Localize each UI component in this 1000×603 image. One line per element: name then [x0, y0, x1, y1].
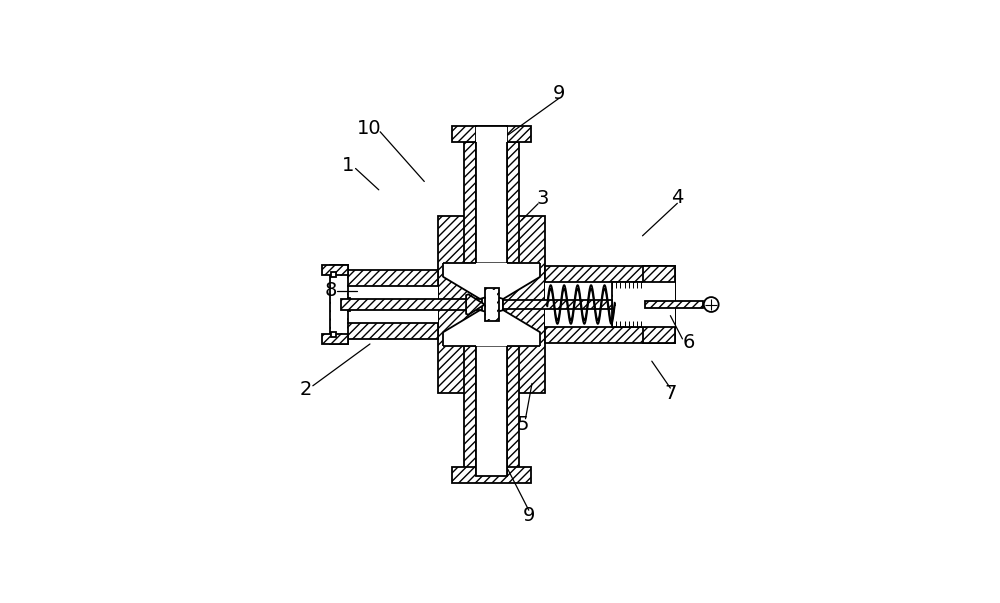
Text: 1: 1: [341, 156, 354, 175]
Bar: [452, 126, 531, 142]
Bar: [452, 467, 531, 483]
Polygon shape: [443, 263, 540, 346]
Bar: [545, 267, 675, 343]
Bar: [643, 267, 675, 343]
Text: 10: 10: [357, 119, 382, 137]
Bar: [330, 265, 348, 344]
Text: 9: 9: [553, 84, 565, 103]
Bar: [612, 282, 645, 327]
Bar: [331, 272, 336, 277]
Bar: [545, 282, 675, 327]
Bar: [485, 288, 499, 321]
Bar: [476, 347, 507, 475]
Polygon shape: [466, 294, 485, 315]
Text: 9: 9: [523, 507, 535, 525]
Bar: [438, 216, 545, 393]
Bar: [341, 299, 482, 310]
Bar: [464, 346, 519, 476]
Bar: [338, 297, 350, 312]
Bar: [331, 332, 336, 337]
Bar: [345, 270, 438, 339]
Bar: [503, 300, 612, 309]
Text: 7: 7: [664, 384, 677, 403]
Text: 5: 5: [516, 415, 529, 434]
Text: 8: 8: [324, 281, 337, 300]
Bar: [322, 334, 348, 344]
Text: 4: 4: [671, 188, 684, 207]
Bar: [464, 142, 519, 263]
Bar: [322, 265, 348, 275]
Bar: [645, 301, 703, 308]
Bar: [476, 127, 507, 262]
Text: 2: 2: [300, 379, 312, 399]
Bar: [476, 126, 507, 263]
Text: 3: 3: [536, 189, 549, 208]
Bar: [476, 346, 507, 476]
Bar: [486, 289, 497, 320]
Bar: [613, 283, 644, 326]
Bar: [345, 286, 438, 323]
Text: 6: 6: [683, 333, 695, 352]
Bar: [643, 282, 675, 327]
Bar: [331, 276, 347, 333]
